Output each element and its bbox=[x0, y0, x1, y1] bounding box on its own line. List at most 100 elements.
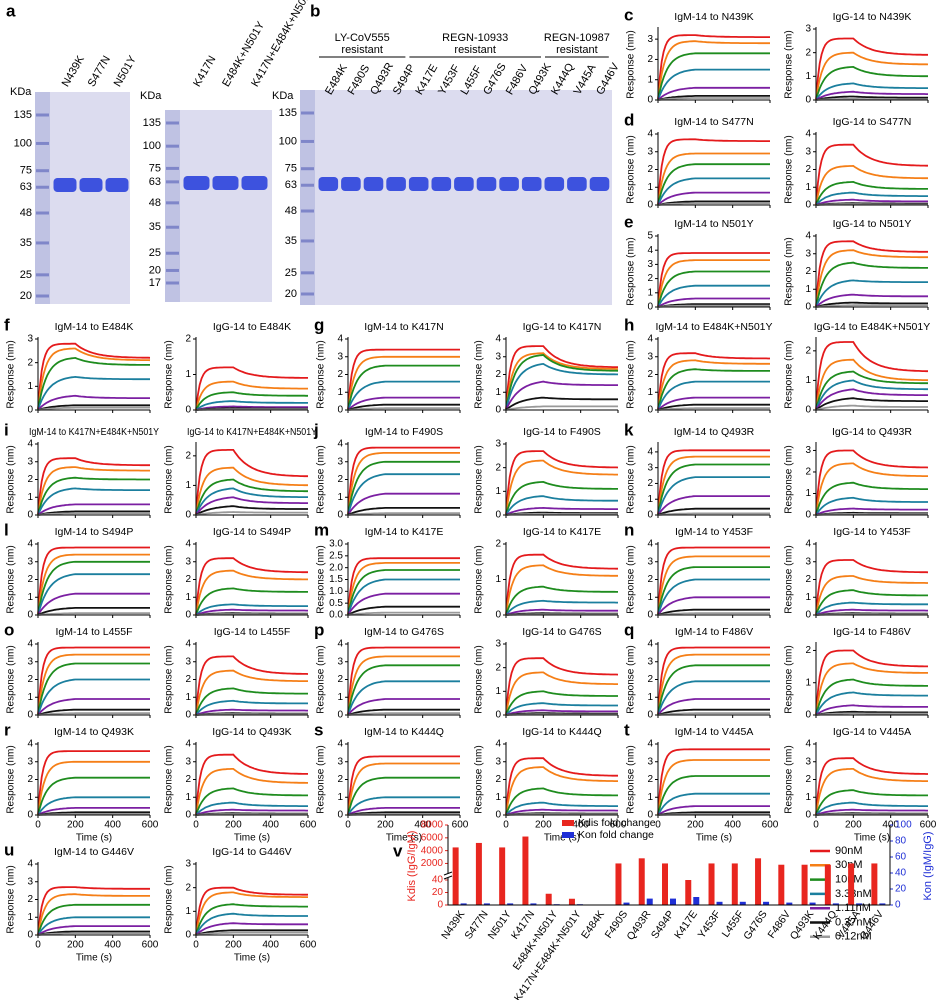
plot-title: IgM-14 to Q493R bbox=[674, 426, 755, 438]
panel-letter: j bbox=[313, 420, 319, 439]
response-curve bbox=[347, 762, 460, 816]
response-curve bbox=[505, 380, 618, 411]
response-curve bbox=[37, 553, 150, 616]
y-tick-label: 0.5 bbox=[329, 598, 343, 609]
response-curve bbox=[37, 573, 150, 616]
response-curve bbox=[347, 562, 460, 616]
y-tick-label: 4 bbox=[805, 231, 811, 242]
response-curve bbox=[37, 813, 150, 816]
x-tick-label: E484K bbox=[579, 908, 607, 941]
y-tick-label: 1 bbox=[647, 74, 653, 85]
response-curve bbox=[347, 680, 460, 716]
y-tick-label: 4 bbox=[185, 739, 191, 750]
bar bbox=[483, 903, 490, 905]
y-tick-label: 3 bbox=[27, 656, 33, 667]
axes bbox=[657, 234, 770, 308]
response-curve bbox=[505, 766, 618, 816]
y-tick-label: 0 bbox=[805, 95, 811, 106]
axes bbox=[347, 642, 460, 716]
marker-label: 75 bbox=[285, 163, 297, 175]
x-tick-label: N501Y bbox=[486, 908, 514, 941]
panel-letter: c bbox=[624, 5, 633, 24]
response-curve bbox=[505, 709, 618, 716]
y-tick-label: 2 bbox=[647, 273, 653, 284]
response-curve bbox=[347, 348, 460, 411]
y-axis-label: Response (nm) bbox=[6, 445, 17, 513]
lane-label: K417N+E484K+N501Y bbox=[249, 0, 316, 89]
x-tick-label: 400 bbox=[262, 940, 279, 951]
axes bbox=[815, 234, 928, 308]
response-curve bbox=[505, 608, 618, 616]
response-curve bbox=[505, 352, 618, 411]
bar bbox=[778, 864, 785, 905]
response-curve bbox=[37, 930, 150, 936]
y-tick-label: 2 bbox=[647, 674, 653, 685]
y-tick-label: 0 bbox=[805, 710, 811, 721]
response-curve bbox=[505, 450, 619, 516]
response-curve bbox=[657, 680, 770, 716]
response-curve bbox=[347, 796, 460, 816]
protein-band bbox=[476, 177, 497, 191]
response-curve bbox=[505, 354, 619, 411]
legend-swatch bbox=[562, 832, 574, 838]
y-tick-label: 1 bbox=[805, 375, 811, 386]
group-label: resistant bbox=[454, 44, 496, 56]
response-curve bbox=[347, 473, 460, 516]
panel-letter: r bbox=[4, 720, 11, 739]
response-curve bbox=[815, 649, 928, 716]
x-tick-label: 400 bbox=[262, 820, 279, 831]
x-axis-label: Time (s) bbox=[76, 953, 112, 964]
y-tick-label: 1 bbox=[185, 592, 191, 603]
response-curve bbox=[37, 406, 150, 411]
response-curve bbox=[195, 931, 308, 936]
y-axis-label: Response (nm) bbox=[6, 865, 17, 933]
response-curve bbox=[815, 388, 928, 411]
response-curve bbox=[37, 487, 150, 516]
response-curve bbox=[657, 813, 770, 816]
y-tick-label: 4 bbox=[27, 439, 33, 450]
y-tick-label: 0 bbox=[27, 405, 33, 416]
bar bbox=[755, 858, 762, 905]
group-label: REGN-10933 bbox=[442, 32, 508, 44]
y-axis-label: Response (nm) bbox=[316, 545, 327, 613]
response-curve bbox=[815, 712, 928, 716]
y-tick-label: 4 bbox=[337, 334, 343, 345]
response-curve bbox=[657, 259, 770, 308]
response-curve bbox=[815, 601, 928, 616]
y-tick-label: 2 bbox=[495, 662, 501, 673]
x-axis-label: Time (s) bbox=[234, 953, 270, 964]
y-axis-label: Response (nm) bbox=[626, 545, 637, 613]
response-curve bbox=[657, 368, 770, 411]
response-curve bbox=[657, 403, 770, 411]
y-tick-label: 3 bbox=[647, 656, 653, 667]
response-curve bbox=[195, 903, 308, 936]
y-axis-label: Response (nm) bbox=[784, 545, 795, 613]
response-curve bbox=[657, 596, 770, 616]
marker-label: 20 bbox=[285, 288, 297, 300]
y-tick-label: 0 bbox=[337, 810, 343, 821]
lane-label: K417N bbox=[191, 54, 218, 89]
bar bbox=[739, 901, 746, 905]
response-curve bbox=[657, 495, 770, 516]
response-curve bbox=[657, 177, 770, 206]
y-tick-label: 1 bbox=[805, 677, 811, 688]
y-tick-label: 2 bbox=[185, 674, 191, 685]
bar bbox=[809, 902, 816, 905]
x-tick-label: 0 bbox=[655, 820, 661, 831]
panel-letter: a bbox=[6, 1, 16, 20]
x-axis-label: Time (s) bbox=[544, 833, 580, 844]
response-curve bbox=[195, 891, 308, 936]
y-tick-label: 0 bbox=[805, 510, 811, 521]
response-curve bbox=[37, 750, 150, 816]
bar bbox=[452, 847, 459, 905]
response-curve bbox=[815, 608, 928, 616]
marker-label: 75 bbox=[149, 162, 161, 174]
plot-title: IgM-14 to N501Y bbox=[674, 218, 753, 230]
x-axis-label: Time (s) bbox=[386, 833, 422, 844]
y-tick-label: 1 bbox=[27, 912, 33, 923]
response-curve bbox=[815, 768, 928, 816]
response-curve bbox=[37, 347, 151, 411]
response-curve bbox=[347, 578, 460, 616]
axes bbox=[347, 742, 460, 816]
y-tick-label: 4 bbox=[495, 739, 501, 750]
